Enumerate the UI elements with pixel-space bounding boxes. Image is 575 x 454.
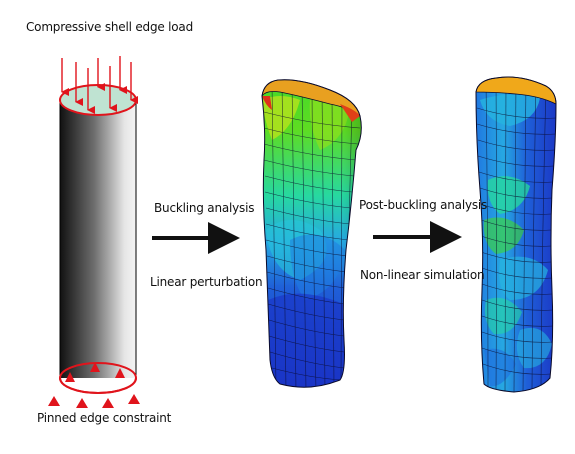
undeformed-cylinder — [59, 84, 137, 394]
constraint-label: Pinned edge constraint — [37, 411, 172, 425]
process-arrow-2 — [373, 221, 462, 253]
nonlinear-simulation-label: Non-linear simulation — [360, 268, 485, 282]
top-cap — [59, 84, 137, 116]
buckling-analysis-label: Buckling analysis — [154, 201, 255, 215]
post-buckling-shape — [475, 76, 557, 393]
process-arrow-1 — [152, 222, 240, 254]
load-arrows — [61, 56, 138, 114]
linear-perturbation-label: Linear perturbation — [150, 275, 263, 289]
linear-buckling-mode — [261, 79, 362, 388]
pinned-supports — [48, 362, 140, 408]
load-label: Compressive shell edge load — [26, 20, 194, 34]
post-buckling-label: Post-buckling analysis — [359, 198, 488, 212]
